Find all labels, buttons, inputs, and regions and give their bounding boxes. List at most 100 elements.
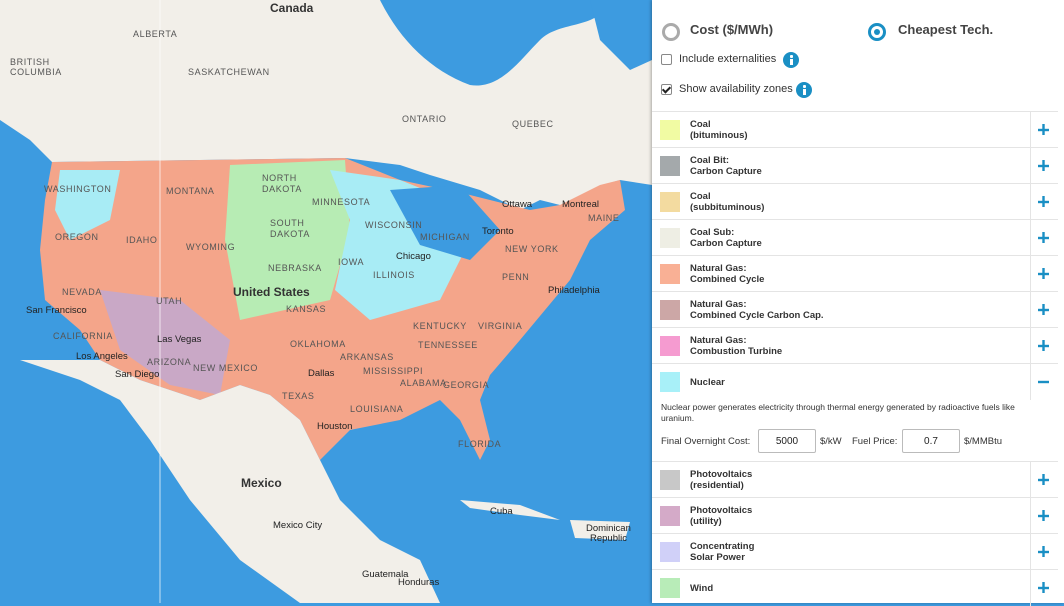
hudson-bay [380, 0, 610, 86]
divider [1030, 292, 1031, 328]
color-swatch [660, 506, 680, 526]
technology-name: Photovoltaics (utility) [690, 505, 752, 527]
cuba-land [460, 500, 560, 520]
map-label: IDAHO [126, 235, 158, 245]
map-label: Honduras [398, 577, 439, 588]
technology-name: Coal Bit: Carbon Capture [690, 155, 762, 177]
divider [1030, 462, 1031, 498]
map-label: QUEBEC [512, 119, 554, 129]
technology-name: Nuclear [690, 377, 725, 388]
expand-icon[interactable] [1038, 196, 1050, 208]
technology-name: Photovoltaics (residential) [690, 469, 752, 491]
map-label: KANSAS [286, 304, 326, 314]
map-label: Philadelphia [548, 285, 600, 296]
color-swatch [660, 228, 680, 248]
zone-nuclear [55, 170, 120, 240]
map-label: Houston [317, 421, 352, 432]
divider [1030, 184, 1031, 220]
side-panel: Cost ($/MWh) Cheapest Tech. Include extern… [652, 0, 1064, 606]
color-swatch [660, 542, 680, 562]
expand-icon[interactable] [1038, 304, 1050, 316]
technology-row: Wind [652, 569, 1058, 606]
checkbox[interactable] [661, 54, 672, 65]
name-line: Coal Sub: [690, 227, 735, 238]
map-label: NEVADA [62, 287, 102, 297]
text-input[interactable]: 0.7 [902, 429, 960, 453]
text-input[interactable]: 5000 [758, 429, 816, 453]
zone-wind [225, 160, 350, 320]
map-label: COLUMBIA [10, 67, 62, 77]
map-label: NEW YORK [505, 244, 559, 254]
mode-label[interactable]: Cost ($/MWh) [690, 22, 774, 37]
map-label: OKLAHOMA [290, 339, 346, 349]
technology-description: Nuclear power generates electricity thro… [661, 402, 1015, 423]
map-label: PENN [502, 272, 529, 282]
expand-icon[interactable] [1038, 340, 1050, 352]
option-label[interactable]: Show availability zones [679, 83, 793, 95]
map-label: TENNESSEE [418, 340, 478, 350]
name-line: Natural Gas: [690, 263, 747, 274]
name-line: Carbon Capture [690, 166, 762, 177]
map-label: FLORIDA [458, 439, 501, 449]
map-label: ARIZONA [147, 357, 191, 367]
name-line: Coal [690, 191, 711, 202]
name-line: Wind [690, 583, 714, 594]
map-label: MISSISSIPPI [363, 366, 423, 376]
name-line: Combustion Turbine [690, 346, 783, 357]
technology-name: Coal Sub: Carbon Capture [690, 227, 762, 249]
technology-row: Concentrating Solar Power [652, 533, 1058, 570]
divider [1030, 534, 1031, 570]
divider [1030, 148, 1031, 184]
expand-icon[interactable] [1038, 124, 1050, 136]
map-label: SASKATCHEWAN [188, 67, 270, 77]
technology-row: Natural Gas: Combined Cycle Carbon Cap. [652, 291, 1058, 328]
map-label: Los Angeles [76, 351, 128, 362]
expand-icon[interactable] [1038, 474, 1050, 486]
expand-icon[interactable] [1038, 582, 1050, 594]
map-label: UTAH [156, 296, 182, 306]
info-icon[interactable] [783, 52, 799, 68]
map-label: San Diego [115, 369, 159, 380]
map-label: ILLINOIS [373, 270, 415, 280]
map-label: GEORGIA [443, 380, 489, 390]
name-line: (residential) [690, 480, 744, 491]
map-label: OREGON [55, 232, 99, 242]
expand-icon[interactable] [1038, 160, 1050, 172]
info-icon[interactable] [796, 82, 812, 98]
map-label: Dallas [308, 368, 335, 379]
technology-name: Natural Gas: Combustion Turbine [690, 335, 782, 357]
collapse-icon[interactable] [1038, 376, 1050, 388]
technology-row: Natural Gas: Combined Cycle [652, 255, 1058, 292]
checkbox[interactable] [661, 84, 672, 95]
map-label: CALIFORNIA [53, 331, 113, 341]
technology-row: Nuclear Nuclear power generates electrici… [652, 363, 1058, 462]
expand-icon[interactable] [1038, 268, 1050, 280]
map-label: NEBRASKA [268, 263, 322, 273]
expand-icon[interactable] [1038, 546, 1050, 558]
map-label: NEW MEXICO [193, 363, 258, 373]
map-label: SOUTH [270, 218, 305, 228]
map-label: Montreal [562, 199, 599, 210]
hispaniola-land [570, 520, 630, 540]
divider [1030, 364, 1031, 400]
name-line: Natural Gas: [690, 335, 747, 346]
technology-row: Natural Gas: Combustion Turbine [652, 327, 1058, 364]
technology-row: Photovoltaics (residential) [652, 461, 1058, 498]
expand-icon[interactable] [1038, 510, 1050, 522]
map-label: Las Vegas [157, 334, 202, 345]
name-line: Solar Power [690, 552, 745, 563]
map-label: Canada [270, 1, 314, 15]
divider [1030, 328, 1031, 364]
name-line: Carbon Capture [690, 238, 762, 249]
radio-button[interactable] [868, 23, 886, 41]
map-label: Ottawa [502, 199, 533, 210]
technology-name: Coal (subbituminous) [690, 191, 764, 213]
mode-label[interactable]: Cheapest Tech. [898, 22, 994, 37]
technology-row: Coal (bituminous) [652, 111, 1058, 148]
map-label: ALBERTA [133, 29, 177, 39]
option-label[interactable]: Include externalities [679, 53, 777, 65]
expand-icon[interactable] [1038, 232, 1050, 244]
radio-button[interactable] [662, 23, 680, 41]
map-label: WISCONSIN [365, 220, 422, 230]
